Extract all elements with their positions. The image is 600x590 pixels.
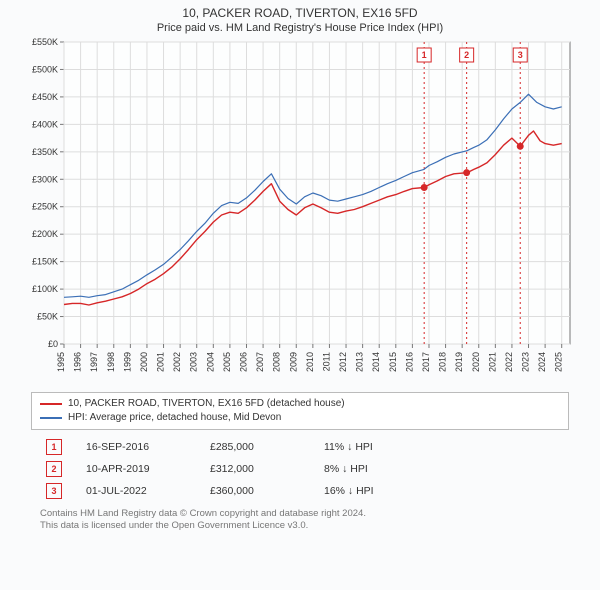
svg-text:1999: 1999 (122, 352, 132, 372)
chart-footer: Contains HM Land Registry data © Crown c… (34, 508, 566, 532)
svg-text:£100K: £100K (32, 284, 58, 294)
svg-text:2020: 2020 (471, 352, 481, 372)
svg-text:£450K: £450K (32, 92, 58, 102)
chart-subtitle: Price paid vs. HM Land Registry's House … (0, 20, 600, 38)
svg-text:£200K: £200K (32, 229, 58, 239)
svg-text:2006: 2006 (238, 352, 248, 372)
transaction-row: 3 01-JUL-2022 £360,000 16% ↓ HPI (40, 480, 560, 502)
transaction-delta: 16% ↓ HPI (324, 485, 424, 497)
transaction-delta: 8% ↓ HPI (324, 463, 424, 475)
svg-text:£550K: £550K (32, 38, 58, 47)
legend-swatch-series1 (40, 417, 62, 419)
legend-row: HPI: Average price, detached house, Mid … (40, 411, 560, 425)
svg-text:£150K: £150K (32, 257, 58, 267)
transaction-badge: 1 (46, 439, 62, 455)
svg-text:2011: 2011 (321, 352, 331, 371)
svg-text:2003: 2003 (189, 352, 199, 372)
svg-text:2004: 2004 (205, 352, 215, 372)
svg-text:£350K: £350K (32, 147, 58, 157)
transaction-price: £285,000 (210, 441, 300, 453)
svg-text:2: 2 (464, 50, 469, 60)
transaction-badge: 3 (46, 483, 62, 499)
footer-line1: Contains HM Land Registry data © Crown c… (40, 508, 560, 520)
svg-text:2023: 2023 (521, 352, 531, 372)
svg-text:2018: 2018 (438, 352, 448, 372)
svg-text:2010: 2010 (305, 352, 315, 372)
svg-text:1996: 1996 (73, 352, 83, 372)
legend-swatch-series0 (40, 403, 62, 405)
transaction-row: 1 16-SEP-2016 £285,000 11% ↓ HPI (40, 436, 560, 458)
svg-text:£300K: £300K (32, 174, 58, 184)
chart-legend: 10, PACKER ROAD, TIVERTON, EX16 5FD (det… (31, 392, 569, 430)
svg-text:1995: 1995 (56, 352, 66, 372)
legend-row: 10, PACKER ROAD, TIVERTON, EX16 5FD (det… (40, 397, 560, 411)
svg-text:2013: 2013 (355, 352, 365, 372)
svg-text:2022: 2022 (504, 352, 514, 372)
legend-label-series0: 10, PACKER ROAD, TIVERTON, EX16 5FD (det… (68, 397, 345, 411)
svg-text:2001: 2001 (156, 352, 166, 372)
transaction-badge: 2 (46, 461, 62, 477)
svg-text:2000: 2000 (139, 352, 149, 372)
chart-container: £0 £50K £100K £150K £200K £250K £300K £350K £400… (20, 38, 580, 388)
svg-text:2017: 2017 (421, 352, 431, 372)
svg-text:2014: 2014 (371, 352, 381, 372)
svg-text:1998: 1998 (106, 352, 116, 372)
svg-text:2021: 2021 (487, 352, 497, 372)
svg-text:2007: 2007 (255, 352, 265, 372)
svg-text:2016: 2016 (404, 352, 414, 372)
svg-text:£0: £0 (48, 339, 58, 349)
svg-text:2005: 2005 (222, 352, 232, 372)
svg-text:£500K: £500K (32, 64, 58, 74)
chart-title: 10, PACKER ROAD, TIVERTON, EX16 5FD (0, 0, 600, 20)
svg-text:£50K: £50K (37, 312, 58, 322)
transaction-price: £360,000 (210, 485, 300, 497)
svg-text:£250K: £250K (32, 202, 58, 212)
transaction-date: 01-JUL-2022 (86, 485, 186, 497)
svg-text:2012: 2012 (338, 352, 348, 372)
svg-text:3: 3 (518, 50, 523, 60)
footer-line2: This data is licensed under the Open Gov… (40, 520, 560, 532)
svg-text:2008: 2008 (272, 352, 282, 372)
svg-text:1997: 1997 (89, 352, 99, 372)
svg-text:2002: 2002 (172, 352, 182, 372)
svg-text:2024: 2024 (537, 352, 547, 372)
transaction-price: £312,000 (210, 463, 300, 475)
legend-label-series1: HPI: Average price, detached house, Mid … (68, 411, 281, 425)
transaction-date: 16-SEP-2016 (86, 441, 186, 453)
transaction-delta: 11% ↓ HPI (324, 441, 424, 453)
svg-text:2015: 2015 (388, 352, 398, 372)
transaction-table: 1 16-SEP-2016 £285,000 11% ↓ HPI 2 10-APR-201… (40, 436, 560, 502)
svg-text:£400K: £400K (32, 119, 58, 129)
svg-text:1: 1 (422, 50, 427, 60)
svg-text:2019: 2019 (454, 352, 464, 372)
price-chart: £0 £50K £100K £150K £200K £250K £300K £350K £400… (20, 38, 580, 388)
transaction-row: 2 10-APR-2019 £312,000 8% ↓ HPI (40, 458, 560, 480)
transaction-date: 10-APR-2019 (86, 463, 186, 475)
svg-text:2025: 2025 (554, 352, 564, 372)
svg-text:2009: 2009 (288, 352, 298, 372)
